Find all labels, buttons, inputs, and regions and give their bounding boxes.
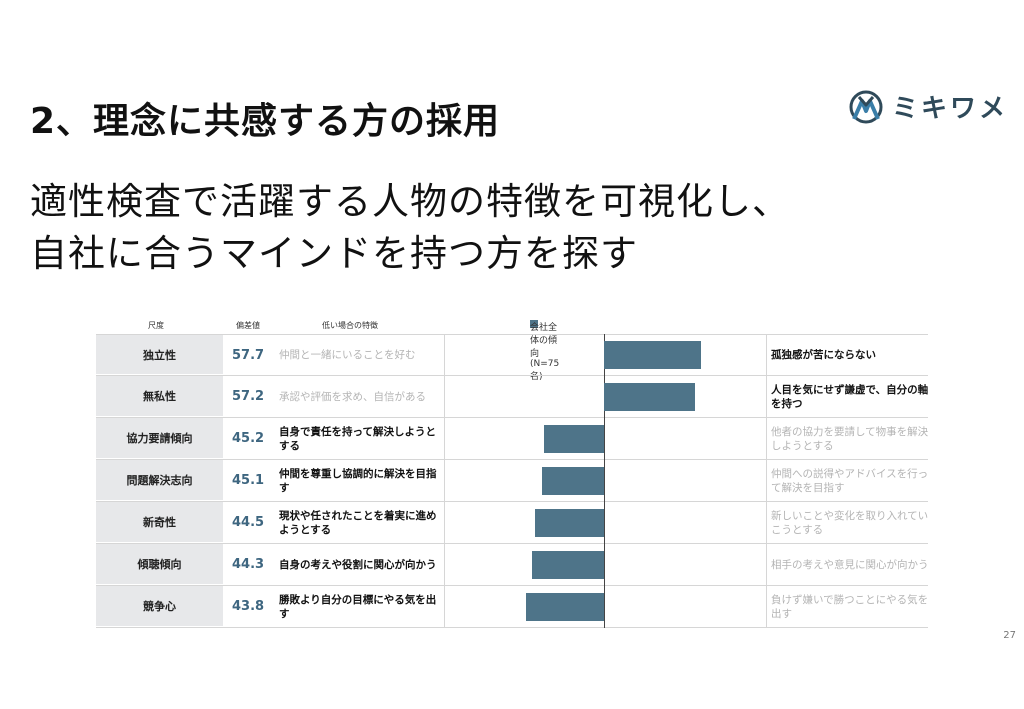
high-description: 新しいことや変化を取り入れていこうとする xyxy=(766,502,932,543)
bar-4 xyxy=(542,467,604,495)
low-description: 仲間と一緒にいることを好む xyxy=(279,335,445,375)
bar-6 xyxy=(532,551,604,579)
high-description: 負けず嫌いで勝つことにやる気を出す xyxy=(766,586,932,627)
low-description: 承認や評価を求め、自信がある xyxy=(279,376,445,417)
scale-label: 競争心 xyxy=(96,586,223,627)
low-description: 自身の考えや役割に関心が向かう xyxy=(279,544,445,585)
baseline-axis xyxy=(604,334,605,628)
table-row: 無私性 57.2 承認や評価を求め、自信がある 人目を気にせず謙虚で、自分の軸を持つ xyxy=(96,376,928,418)
low-description: 仲間を尊重し協調的に解決を目指す xyxy=(279,460,445,501)
table-row: 協力要請傾向 45.2 自身で責任を持って解決しようとする 他者の協力を要請して物事を… xyxy=(96,418,928,460)
logo-mark-icon xyxy=(849,90,883,123)
bar-5 xyxy=(534,509,604,537)
bar-7 xyxy=(525,593,604,621)
page-number: 27 xyxy=(1003,630,1016,641)
bar-2 xyxy=(604,383,695,411)
legend-swatch xyxy=(530,320,538,328)
bar-plot-area xyxy=(442,334,766,628)
score-value: 44.5 xyxy=(232,515,265,530)
score-value: 43.8 xyxy=(232,599,265,614)
table-header: 尺度 偏差値 低い場合の特徴 会社全体の傾向(N=75名) xyxy=(96,318,928,382)
brand-logo: ミキワメ xyxy=(848,88,1008,125)
table-row: 競争心 43.8 勝敗より自分の目標にやる気を出す 負けず嫌いで勝つことにやる気を出す xyxy=(96,586,928,628)
trait-chart-table: 尺度 偏差値 低い場合の特徴 会社全体の傾向(N=75名) 独立性 57.7 仲間と… xyxy=(96,318,929,628)
score-value: 44.3 xyxy=(232,557,265,572)
bar-1 xyxy=(604,341,702,369)
high-description: 人目を気にせず謙虚で、自分の軸を持つ xyxy=(766,376,932,417)
table-rows: 独立性 57.7 仲間と一緒にいることを好む 孤独感が苦にならない無私性 57.2 承認や… xyxy=(96,334,929,628)
low-description: 現状や任されたことを着実に進めようとする xyxy=(279,502,445,543)
low-description: 勝敗より自分の目標にやる気を出す xyxy=(279,586,445,627)
slide-title: 2、理念に共感する方の採用 xyxy=(30,101,501,142)
subtitle-line-2: 自社に合うマインドを持つ方を探す xyxy=(30,232,638,275)
subtitle-line-1: 適性検査で活躍する人物の特徴を可視化し、 xyxy=(30,180,790,223)
table-row: 傾聴傾向 44.3 自身の考えや役割に関心が向かう 相手の考えや意見に関心が向かう xyxy=(96,544,929,586)
scale-label: 傾聴傾向 xyxy=(96,544,223,585)
scale-label: 無私性 xyxy=(96,376,223,417)
scale-label: 新奇性 xyxy=(96,502,223,543)
bar-3 xyxy=(543,425,604,453)
slide-subtitle: 適性検査で活躍する人物の特徴を可視化し、 自社に合うマインドを持つ方を探す xyxy=(30,176,790,280)
high-description: 仲間への説得やアドバイスを行って解決を目指す xyxy=(766,460,932,501)
scale-label: 問題解決志向 xyxy=(96,460,223,501)
high-description: 孤独感が苦にならない xyxy=(766,335,932,375)
header-low: 低い場合の特徴 xyxy=(322,321,378,330)
high-description: 相手の考えや意見に関心が向かう xyxy=(766,544,932,585)
score-value: 57.2 xyxy=(232,389,265,404)
high-description: 他者の協力を要請して物事を解決しようとする xyxy=(766,418,932,459)
table-row: 問題解決志向 45.1 仲間を尊重し協調的に解決を目指す 仲間への説得やアドバイスを行… xyxy=(96,460,928,502)
scale-label: 独立性 xyxy=(96,335,223,375)
table-row: 独立性 57.7 仲間と一緒にいることを好む 孤独感が苦にならない xyxy=(96,334,928,376)
score-value: 45.1 xyxy=(232,473,265,488)
score-value: 45.2 xyxy=(232,431,265,446)
logo-text: ミキワメ xyxy=(892,94,1009,124)
header-scale: 尺度 xyxy=(148,321,164,330)
header-score: 偏差値 xyxy=(236,321,260,330)
scale-label: 協力要請傾向 xyxy=(96,418,223,459)
low-description: 自身で責任を持って解決しようとする xyxy=(279,418,445,459)
legend-label: 会社全体の傾向(N=75名) xyxy=(530,323,560,382)
score-value: 57.7 xyxy=(232,347,265,363)
table-row: 新奇性 44.5 現状や任されたことを着実に進めようとする 新しいことや変化を取り入れ… xyxy=(96,502,928,544)
